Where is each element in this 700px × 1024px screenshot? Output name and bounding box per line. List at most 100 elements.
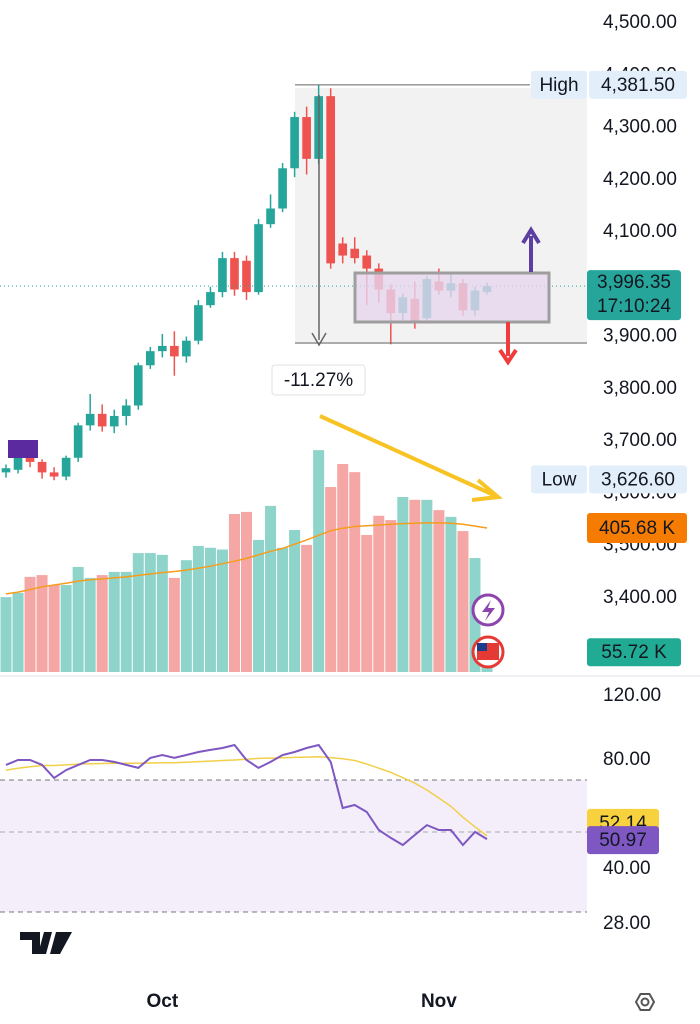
volume-bar [96,575,108,672]
volume-bar [204,547,216,672]
volume-bar [385,520,397,672]
low-name: Low [542,469,577,490]
volume-ma-label: 405.68 K [599,518,675,539]
event-glyph-canton [477,643,487,651]
volume-bar [180,560,192,672]
candle-body [206,292,215,306]
rsi-label: 50.97 [599,830,647,851]
candle-body [13,455,23,470]
candle-body [362,255,372,269]
settings-icon[interactable] [634,993,656,1011]
volume-bar [84,577,96,672]
rsi-tick-label: 40.00 [603,858,651,879]
candle-body [109,415,119,427]
lightning-glyph [482,600,495,621]
settings-icon-dot [640,997,650,1007]
volume-bar [445,516,457,672]
volume-bar [228,514,240,672]
high-name-box [531,70,587,99]
high-value: 4,381.50 [601,75,675,96]
volume-bar [421,499,433,672]
high-name: High [539,75,578,96]
y-tick-label: 3,800.00 [603,378,677,399]
candle-body [97,413,107,427]
y-tick-label: 4,200.00 [603,169,677,190]
high-value-box [589,70,687,99]
candle-body [49,472,59,477]
volume-bar [337,463,349,672]
volume-bar [144,553,156,672]
measure-arrow-head [311,332,327,347]
low-value-box [589,465,687,494]
candle-body [254,224,263,293]
volume-bar [192,545,204,672]
measure-label: -11.27% [284,370,353,391]
volume-bar [325,487,337,672]
volume-bar [457,531,469,672]
low-name-box [531,465,587,494]
x-tick-label: Oct [146,991,178,1012]
volume-bar [240,511,253,672]
candle-body [170,345,179,357]
volume-label: 55.72 K [601,642,667,663]
candle-body [157,345,167,352]
candle-body [218,258,227,293]
volume-bar [108,571,120,672]
volume-bar [12,592,24,672]
candle-body [302,117,311,159]
rsi-tick-label: 80.00 [603,749,651,770]
volume-bar [253,539,265,672]
candle-body [25,455,35,462]
candle-body [133,365,143,406]
volume-bar [301,544,313,672]
trend-arrow [319,414,497,498]
volume-bar [36,575,48,672]
rsi-line [5,743,488,847]
candle-body [85,413,95,426]
candle-body [61,457,71,477]
countdown: 17:10:24 [597,296,671,317]
volume-bar [120,571,132,672]
rsi-tick-label: 120.00 [603,685,661,706]
y-tick-label: 3,700.00 [603,430,677,451]
labels: 4,500.004,400.004,300.004,200.004,100.00… [146,12,687,1012]
volume-bar [0,597,12,672]
candle-body [37,461,47,473]
candle-body [194,305,203,341]
y-tick-label: 3,900.00 [603,326,677,347]
rsi-tick-label: 28.00 [603,913,651,934]
volume-bar [409,499,421,672]
candle-body [182,340,191,357]
volume-bar [60,585,72,672]
range-rectangle [353,271,551,324]
volume-bar [277,547,289,672]
candle-body [290,117,299,169]
candle-body [338,243,348,256]
candle-body [121,405,131,416]
logo[interactable] [20,932,72,954]
y-tick-label: 4,500.00 [603,12,677,33]
last-price-label: 3,996.35 [597,272,671,293]
volume-bar [156,554,168,672]
volume-bar [48,585,60,672]
last-price-box [587,270,681,321]
down-arrow-head [498,348,518,366]
volume-bar [289,530,301,672]
volume-bar [72,566,84,672]
volume-bar [433,510,445,672]
volume-bar [24,576,36,672]
volume-ma-line [5,522,488,595]
rsi-band [0,780,587,912]
rsi-label-box [587,826,659,855]
candle-body [326,96,336,264]
volume-bar [361,534,373,672]
volume-bar [265,505,277,672]
volume-bar [216,549,228,672]
candle-body [266,208,275,225]
flag [8,440,38,458]
candle-body [278,168,287,209]
y-tick-label: 4,100.00 [603,221,677,242]
up-arrow-head [521,226,541,245]
volume-label-box [587,638,681,667]
